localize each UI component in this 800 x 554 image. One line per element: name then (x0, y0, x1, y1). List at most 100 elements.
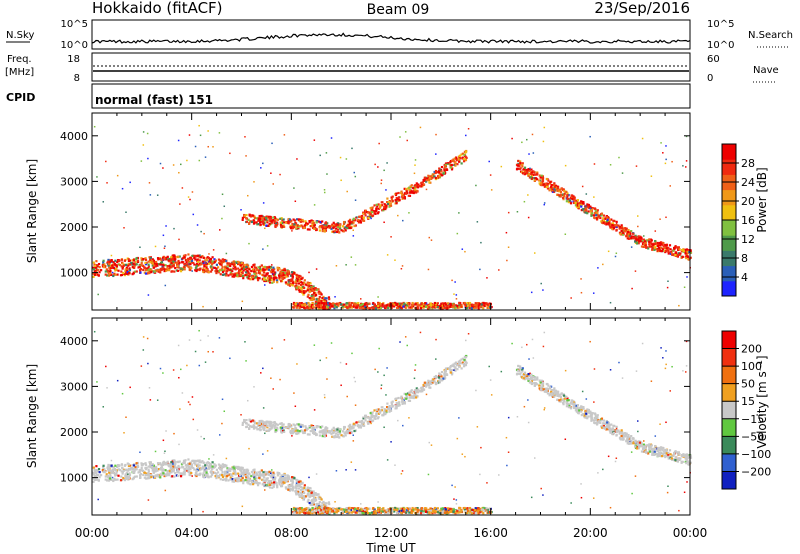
y-tick-label: 3000 (60, 175, 88, 188)
power-cell (408, 306, 411, 309)
velocity-cell (274, 481, 277, 484)
power-cell (506, 259, 508, 262)
power-cell (668, 244, 672, 247)
power-cell (216, 266, 220, 269)
velocity-cell (406, 392, 409, 395)
power-cell (296, 285, 300, 288)
power-cell (303, 303, 306, 306)
power-cell (663, 249, 666, 252)
power-cell (527, 167, 530, 171)
velocity-cell (268, 473, 271, 476)
power-cell (291, 230, 293, 232)
velocity-cell (109, 474, 112, 478)
power-cell (474, 304, 477, 307)
velocity-cell (244, 473, 247, 476)
power-cell (631, 232, 634, 235)
colorbar-segment (722, 235, 736, 251)
velocity-cell (332, 435, 335, 438)
power-cell (498, 269, 500, 271)
power-cell (346, 226, 349, 230)
power-cell (318, 302, 321, 305)
velocity-cell (261, 478, 264, 481)
velocity-cell (198, 467, 202, 470)
power-cell (362, 216, 365, 219)
power-cell (204, 269, 207, 272)
power-cell (306, 295, 309, 298)
power-cell (640, 245, 644, 248)
velocity-cell (282, 474, 285, 477)
power-cell (602, 263, 604, 266)
power-cell (422, 306, 425, 309)
power-cell (263, 216, 266, 219)
velocity-cell (263, 470, 266, 474)
power-cell (223, 259, 226, 262)
power-cell (528, 153, 530, 155)
velocity-cell (207, 476, 210, 479)
power-cell (269, 270, 272, 273)
power-cell (425, 179, 428, 182)
power-cell (110, 254, 113, 257)
power-cell (293, 223, 296, 226)
power-cell (595, 218, 599, 221)
power-cell (165, 269, 168, 272)
velocity-cell (258, 476, 261, 480)
velocity-cell (279, 485, 283, 488)
power-cell (533, 252, 536, 254)
power-cell (630, 230, 633, 233)
power-cell (156, 264, 159, 267)
velocity-cell (221, 470, 224, 474)
velocity-cell (348, 424, 351, 427)
power-cell (194, 145, 197, 148)
power-cell (555, 188, 558, 191)
velocity-cell (221, 475, 225, 479)
power-cell (387, 306, 390, 309)
velocity-cell (109, 477, 112, 480)
power-cell (229, 273, 232, 276)
power-cell (264, 284, 266, 286)
power-cell (330, 303, 333, 306)
power-cell (269, 266, 273, 269)
velocity-cell (211, 465, 214, 468)
velocity-cell (190, 463, 194, 466)
power-cell (119, 274, 123, 277)
power-cell (407, 302, 410, 306)
velocity-cell (154, 467, 157, 470)
power-cell (289, 280, 292, 283)
velocity-cell (143, 471, 146, 474)
velocity-cell (133, 470, 136, 473)
velocity-cell (321, 431, 324, 434)
power-cell (118, 263, 122, 267)
power-cell (292, 225, 296, 228)
power-cell (689, 256, 692, 259)
power-cell (354, 175, 357, 178)
power-cell (278, 275, 282, 279)
power-cell (648, 243, 651, 246)
power-cell (550, 183, 553, 187)
power-cell (434, 176, 437, 180)
power-cell (679, 252, 682, 255)
power-cell (296, 304, 300, 307)
velocity-cell (116, 465, 119, 469)
power-cell (385, 189, 387, 191)
power-cell (348, 224, 351, 228)
colorbar-segment (722, 220, 736, 236)
power-cell (402, 305, 405, 308)
velocity-cell (262, 421, 265, 425)
velocity-cell (429, 380, 432, 383)
power-cell (272, 183, 274, 185)
power-cell (196, 224, 199, 226)
power-cell (237, 267, 240, 270)
velocity-cell (150, 476, 153, 479)
velocity-cell (243, 468, 246, 472)
velocity-cell (196, 464, 199, 467)
power-cell (350, 222, 353, 225)
power-cell (291, 273, 294, 276)
power-cell (317, 306, 320, 309)
velocity-cell (194, 472, 198, 475)
velocity-cell (294, 485, 297, 488)
power-cell (425, 188, 428, 191)
velocity-cell (221, 463, 224, 466)
velocity-cell (298, 495, 301, 498)
power-cell (630, 246, 633, 248)
power-cell (429, 175, 432, 178)
